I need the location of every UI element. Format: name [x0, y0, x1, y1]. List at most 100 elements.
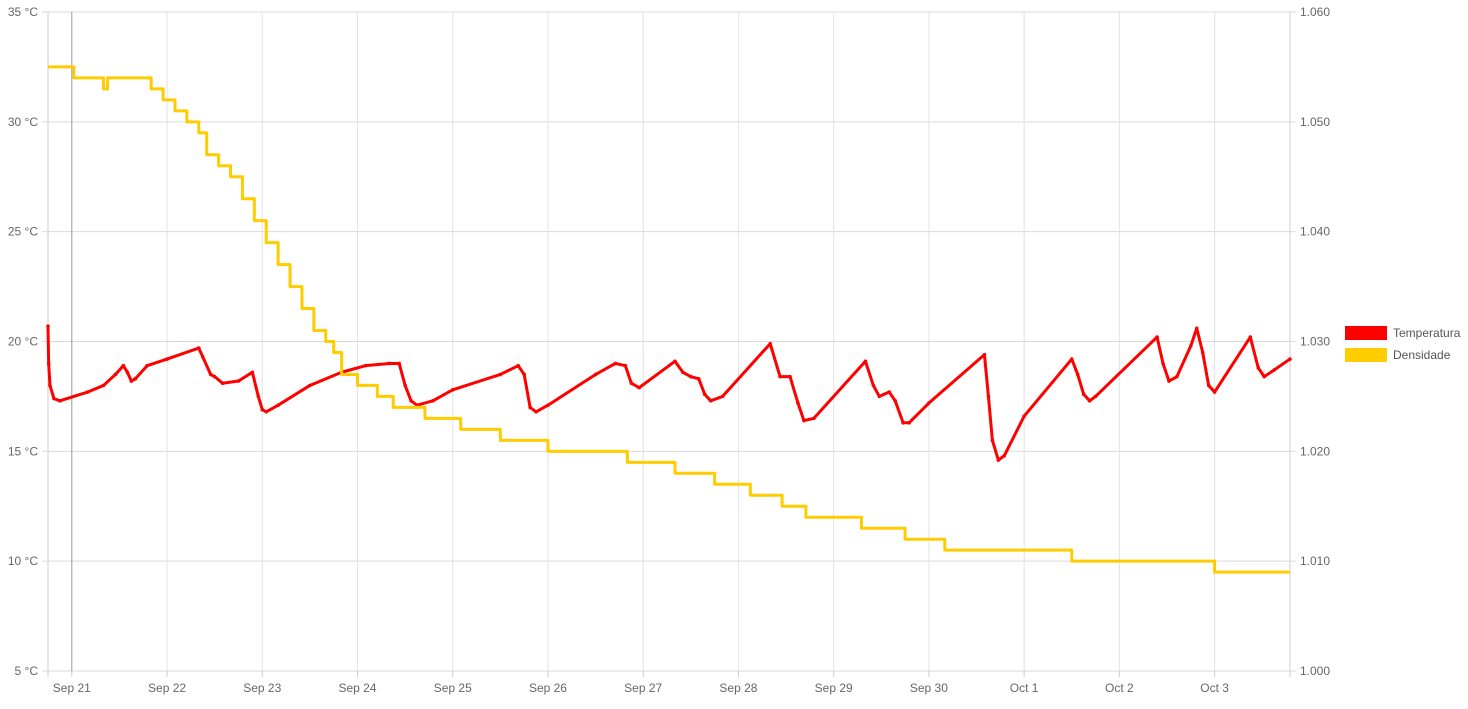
right-tick-label: 1.000: [1300, 664, 1330, 678]
x-axis: Sep 21 Sep 22 Sep 23 Sep 24 Sep 25 Sep 26 Sep …: [53, 671, 1229, 695]
series-point-temperatura: [113, 372, 118, 377]
series-point-temperatura: [121, 363, 126, 368]
series-point-temperatura: [871, 383, 876, 388]
x-tick-label: Oct 1: [1010, 681, 1039, 695]
series-line-densidade: [48, 65, 1290, 574]
series-point-temperatura: [498, 372, 503, 377]
series-layer: [46, 65, 1292, 574]
x-tick-label: Sep 26: [529, 681, 567, 695]
series-point-temperatura: [1093, 394, 1098, 399]
left-tick-label: 30 °C: [8, 115, 38, 129]
series-point-temperatura: [1155, 335, 1159, 339]
series-point-temperatura: [46, 324, 50, 328]
series-point-temperatura: [1075, 372, 1080, 377]
series-point-temperatura: [802, 418, 806, 423]
series-point-temperatura: [863, 359, 868, 364]
left-tick-label: 5 °C: [15, 664, 39, 678]
series-point-temperatura: [1087, 399, 1092, 403]
legend-swatch-densidade: [1345, 348, 1387, 362]
series-point-temperatura: [1175, 374, 1179, 379]
series-point-temperatura: [264, 409, 269, 414]
series-point-temperatura: [927, 401, 931, 405]
series-point-temperatura: [673, 359, 677, 364]
series-point-temperatura: [1248, 335, 1253, 339]
series-point-temperatura: [516, 363, 521, 368]
series-point-temperatura: [1022, 414, 1026, 418]
series-point-temperatura: [403, 383, 407, 388]
right-tick-label: 1.020: [1300, 444, 1330, 458]
series-point-temperatura: [696, 377, 701, 381]
x-tick-label: Sep 24: [338, 681, 376, 695]
series-point-temperatura: [1206, 383, 1211, 388]
series-point-temperatura: [637, 385, 642, 390]
series-point-temperatura: [387, 361, 392, 366]
series-point-temperatura: [196, 346, 201, 350]
series-point-temperatura: [907, 420, 911, 425]
series-point-temperatura: [629, 381, 634, 386]
series-point-temperatura: [1002, 453, 1007, 458]
series-point-temperatura: [200, 355, 205, 359]
series-point-temperatura: [689, 374, 693, 379]
series-point-temperatura: [1256, 366, 1261, 370]
series-point-temperatura: [1188, 344, 1193, 348]
right-tick-label: 1.050: [1300, 115, 1330, 129]
series-line-temperatura: [46, 326, 1291, 462]
right-tick-label: 1.030: [1300, 335, 1330, 349]
series-point-temperatura: [778, 374, 782, 379]
series-point-temperatura: [308, 383, 312, 388]
series-point-temperatura: [1069, 357, 1074, 361]
series-point-temperatura: [812, 416, 816, 421]
series-point-temperatura: [768, 341, 772, 346]
left-tick-label: 35 °C: [8, 5, 38, 19]
series-point-temperatura: [220, 381, 225, 386]
series-point-temperatura: [256, 394, 261, 399]
series-point-temperatura: [986, 394, 991, 399]
series-point-temperatura: [788, 374, 792, 379]
left-tick-label: 15 °C: [8, 444, 38, 458]
legend-item-temperatura[interactable]: Temperatura: [1345, 322, 1460, 344]
series-point-temperatura: [681, 370, 685, 375]
left-tick-label: 25 °C: [8, 225, 38, 239]
series-point-temperatura: [593, 372, 598, 377]
x-tick-label: Sep 30: [910, 681, 948, 695]
legend-item-densidade[interactable]: Densidade: [1345, 344, 1460, 366]
series-point-temperatura: [796, 401, 800, 405]
series-point-temperatura: [702, 392, 707, 397]
x-tick-label: Sep 29: [815, 681, 853, 695]
series-point-temperatura: [212, 374, 217, 379]
series-point-temperatura: [1194, 326, 1199, 331]
x-tick-label: Sep 28: [719, 681, 757, 695]
left-y-axis: 5 °C 10 °C 15 °C 20 °C 25 °C 30 °C 35 °C: [8, 5, 48, 678]
right-y-axis: 1.000 1.010 1.020 1.030 1.040 1.050 1.060: [1290, 5, 1330, 678]
series-point-temperatura: [522, 372, 526, 377]
series-point-temperatura: [101, 383, 106, 388]
legend-swatch-temperatura: [1345, 326, 1387, 340]
series-point-temperatura: [431, 399, 435, 403]
series-point-temperatura: [276, 403, 280, 408]
series-point-temperatura: [1212, 390, 1217, 394]
series-point-temperatura: [1167, 379, 1171, 383]
series-point-temperatura: [708, 399, 713, 403]
series-point-temperatura: [528, 405, 532, 410]
series-point-temperatura: [1200, 350, 1205, 355]
series-point-temperatura: [133, 377, 138, 381]
series-point-temperatura: [720, 394, 725, 399]
series-point-temperatura: [250, 370, 255, 375]
series-point-temperatura: [48, 383, 52, 388]
x-tick-label: Oct 3: [1200, 681, 1229, 695]
series-point-temperatura: [1081, 392, 1086, 397]
legend-label-temperatura: Temperatura: [1393, 326, 1461, 340]
series-point-temperatura: [409, 399, 413, 403]
legend-label-densidade: Densidade: [1393, 348, 1451, 362]
series-point-temperatura: [901, 420, 905, 425]
series-point-temperatura: [996, 458, 1001, 462]
series-point-temperatura: [58, 399, 62, 403]
series-point-temperatura: [129, 379, 134, 383]
series-point-temperatura: [363, 363, 368, 368]
x-tick-label: Sep 27: [624, 681, 662, 695]
series-point-temperatura: [1161, 361, 1165, 366]
x-tick-label: Oct 2: [1105, 681, 1134, 695]
series-point-temperatura: [145, 363, 150, 368]
